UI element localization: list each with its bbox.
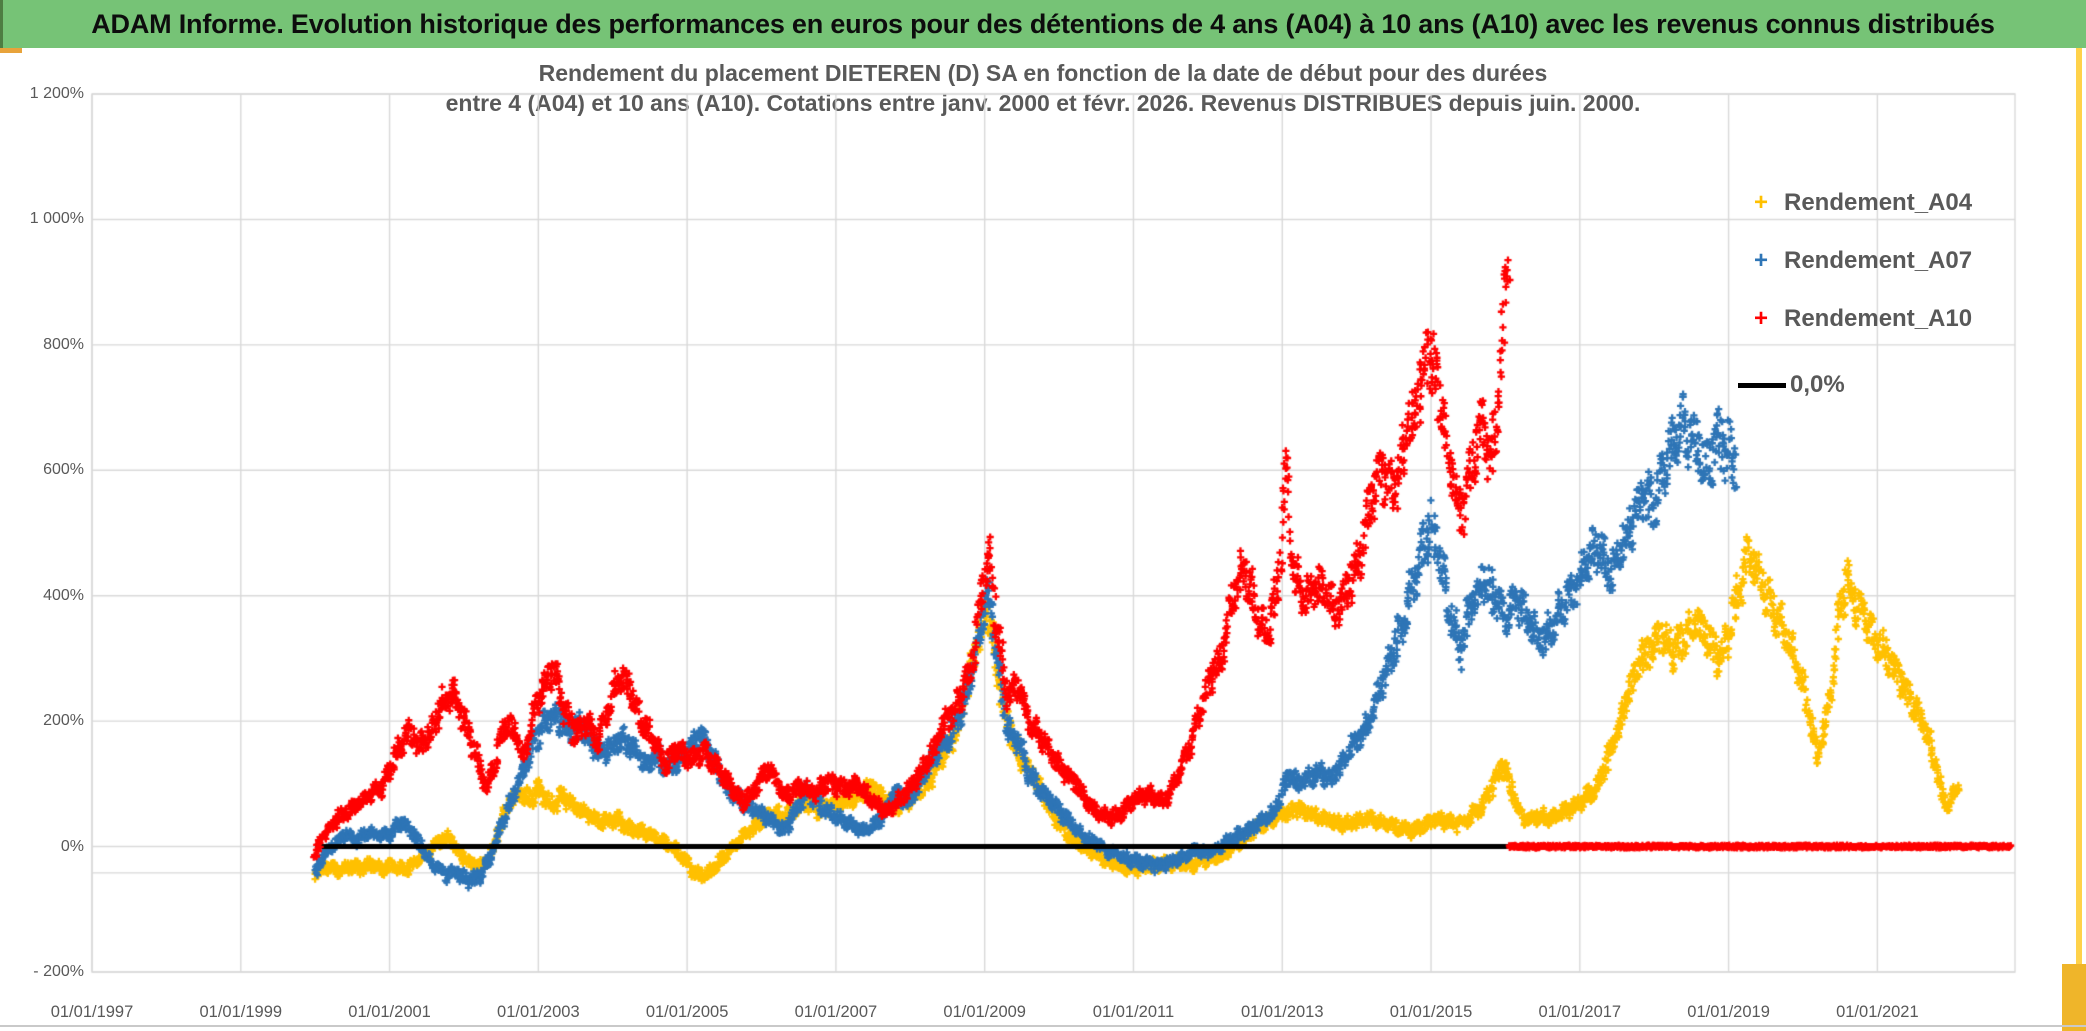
plus-marker-icon: + <box>1753 305 1768 332</box>
y-tick-label: - 200% <box>33 963 84 980</box>
legend-label: Rendement_A04 <box>1784 189 1973 216</box>
y-tick-label: 1 000% <box>29 210 84 228</box>
plus-marker-icon: + <box>1753 247 1768 274</box>
y-tick-label: 600% <box>43 461 84 479</box>
legend-label: Rendement_A10 <box>1784 305 1973 332</box>
y-tick-label: 800% <box>43 335 84 353</box>
x-tick-label: 01/01/2019 <box>1687 1003 1770 1021</box>
x-tick-label: 01/01/1999 <box>199 1003 283 1021</box>
x-tick-label: 01/01/2017 <box>1538 1003 1622 1021</box>
legend-item-zero-line[interactable]: 0,0% <box>1738 365 1845 405</box>
x-tick-label: 01/01/2003 <box>497 1003 580 1021</box>
x-tick-label: 01/01/2013 <box>1240 1003 1324 1021</box>
x-tick-label: 01/01/2015 <box>1389 1003 1473 1021</box>
legend-label: 0,0% <box>1790 371 1845 398</box>
y-tick-label: 400% <box>43 586 84 604</box>
x-tick-label: 01/01/2001 <box>348 1003 431 1021</box>
legend-item-rendement-a07[interactable]: + Rendement_A07 <box>1738 241 1972 281</box>
x-tick-label: 01/01/2007 <box>794 1003 878 1021</box>
legend-item-rendement-a10[interactable]: + Rendement_A10 <box>1738 299 1972 339</box>
y-tick-label: 200% <box>43 712 84 730</box>
x-tick-label: 01/01/2011 <box>1092 1003 1175 1021</box>
zero-line-swatch-icon <box>1738 382 1786 388</box>
y-tick-label: 0% <box>60 837 84 855</box>
legend-item-rendement-a04[interactable]: + Rendement_A04 <box>1738 183 1972 223</box>
legend-label: Rendement_A07 <box>1784 247 1973 274</box>
y-tick-label: 1 200% <box>29 85 84 102</box>
x-tick-label: 01/01/2005 <box>645 1003 729 1021</box>
x-tick-label: 01/01/2021 <box>1836 1003 1919 1021</box>
x-tick-label: 01/01/2009 <box>943 1003 1026 1021</box>
plus-marker-icon: + <box>1753 189 1768 216</box>
x-tick-label: 01/01/1997 <box>50 1003 134 1021</box>
